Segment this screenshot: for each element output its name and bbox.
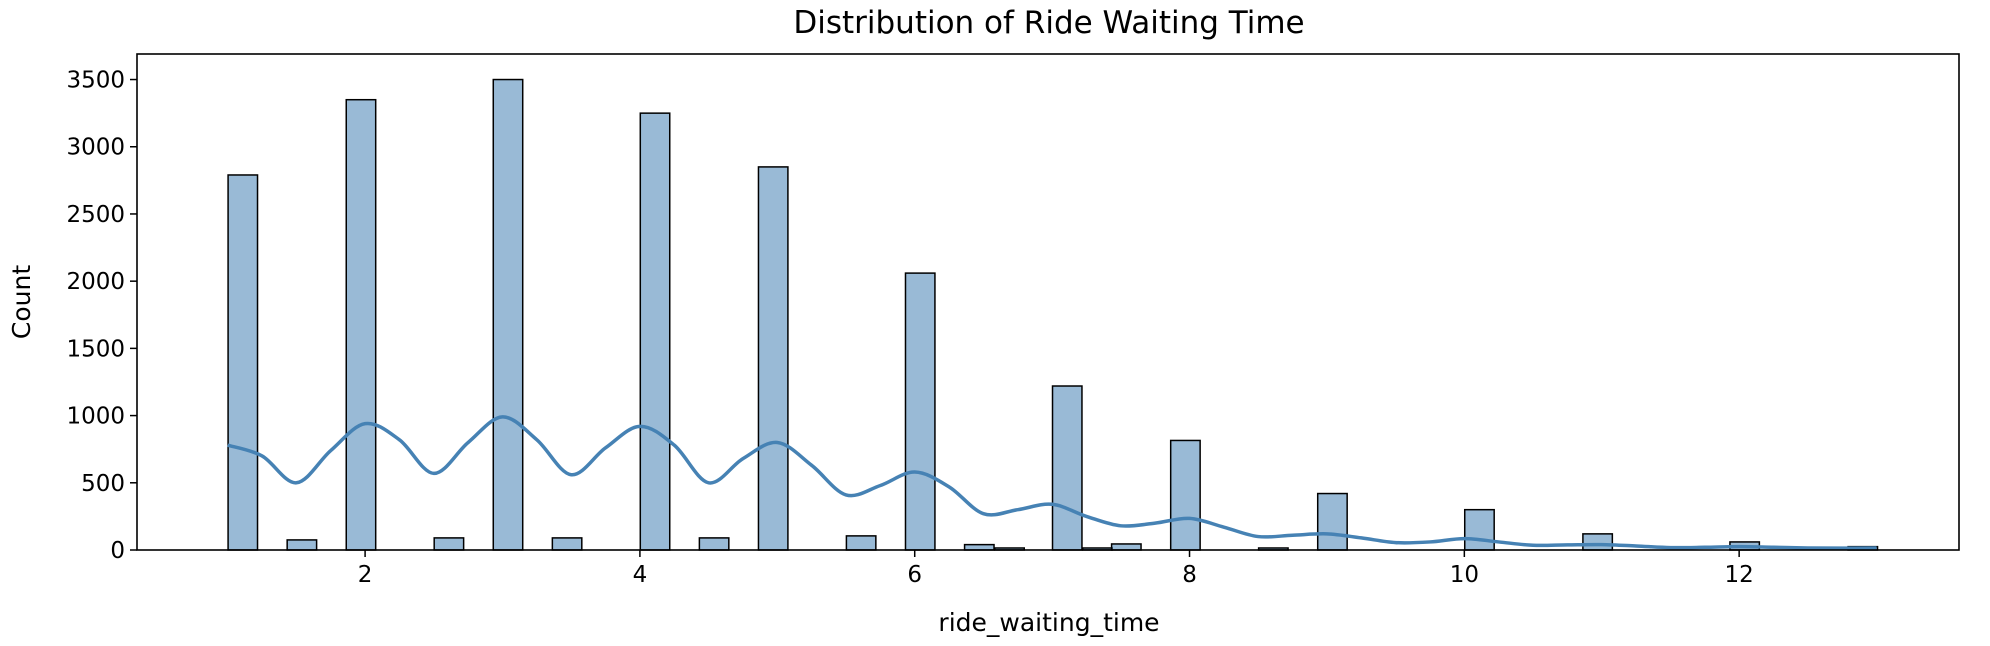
- x-axis-label: ride_waiting_time: [938, 608, 1159, 637]
- y-axis-label: Count: [7, 265, 36, 339]
- y-tick-label-2000: 2000: [66, 269, 125, 295]
- histogram-bar-20: [1582, 533, 1614, 551]
- histogram-bar-11: [963, 543, 995, 551]
- y-tick-label-3000: 3000: [66, 135, 125, 161]
- histogram-bar-15: [1110, 543, 1142, 551]
- y-axis-ticks: 0 500 1000 1500 2000 2500 3000 3500: [66, 68, 137, 564]
- histogram-bar-0: [227, 174, 259, 551]
- bars-group: [227, 78, 1879, 551]
- kde-group: [227, 415, 1877, 550]
- histogram-bar-16: [1169, 439, 1201, 551]
- x-axis-ticks: 2 4 6 8 10 12: [358, 550, 1754, 588]
- y-tick-label-2500: 2500: [66, 202, 125, 228]
- y-tick-label-500: 500: [81, 471, 125, 497]
- histogram-bar-2: [345, 98, 377, 551]
- histogram-bar-18: [1316, 492, 1348, 551]
- histogram-bar-19: [1463, 508, 1495, 551]
- y-tick-label-0: 0: [110, 538, 125, 564]
- y-tick-label-3500: 3500: [66, 68, 125, 94]
- histogram-bar-7: [698, 537, 730, 551]
- histogram-bar-9: [845, 535, 877, 551]
- plot-frame: [136, 53, 1960, 551]
- x-tick-label-12: 12: [1725, 562, 1754, 588]
- y-tick-label-1500: 1500: [66, 336, 125, 362]
- histogram-bar-5: [551, 537, 583, 551]
- x-tick-label-6: 6: [907, 562, 922, 588]
- histogram-bar-3: [433, 537, 465, 551]
- x-tick-label-8: 8: [1182, 562, 1197, 588]
- chart-title: Distribution of Ride Waiting Time: [793, 5, 1304, 41]
- x-tick-label-10: 10: [1450, 562, 1479, 588]
- x-tick-label-2: 2: [358, 562, 373, 588]
- histogram-bar-4: [492, 78, 524, 551]
- y-tick-label-1000: 1000: [66, 404, 125, 430]
- x-tick-label-4: 4: [633, 562, 648, 588]
- histogram-bar-13: [1051, 385, 1083, 551]
- histogram-bar-8: [757, 166, 789, 551]
- kde-density-line: [227, 415, 1877, 550]
- histogram-bar-6: [639, 112, 671, 551]
- histogram-bar-10: [904, 272, 936, 551]
- histogram-bar-1: [286, 539, 318, 551]
